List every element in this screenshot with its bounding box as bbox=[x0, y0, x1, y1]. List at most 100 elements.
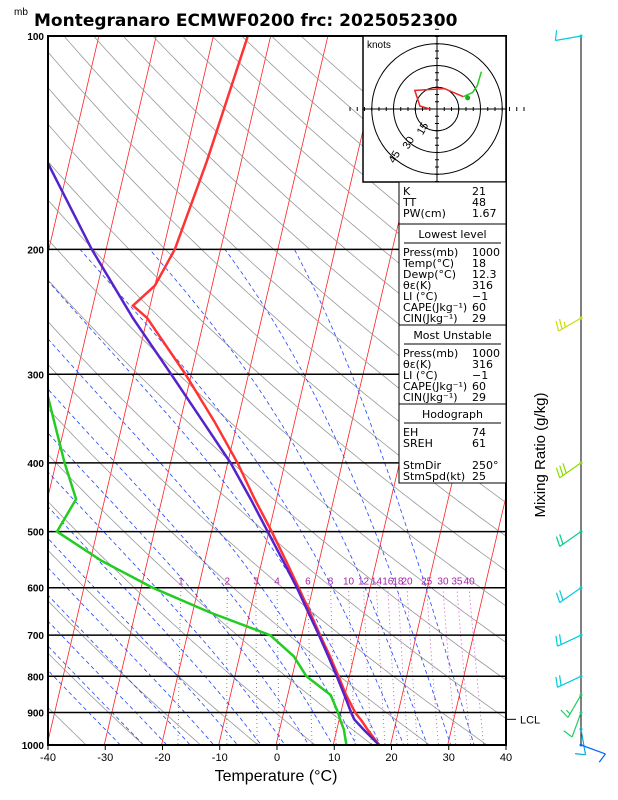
temperature-tick-label: 30 bbox=[443, 752, 455, 764]
section-header: Hodograph bbox=[422, 408, 483, 421]
hodograph-stats-box bbox=[398, 403, 507, 484]
stat-value: 61 bbox=[472, 437, 486, 450]
temperature-profile-line bbox=[131, 36, 381, 745]
stat-label: CIN(Jkg⁻¹) bbox=[403, 312, 458, 325]
moist-adiabat-line bbox=[48, 432, 310, 745]
mixing-ratio-label: 1 bbox=[178, 577, 184, 588]
hodograph-ring-label: 30 bbox=[401, 135, 418, 152]
stat-value: 18 bbox=[472, 257, 486, 270]
storm-motion-marker bbox=[465, 95, 471, 101]
hodograph-ring bbox=[414, 86, 460, 132]
stat-value: −1 bbox=[472, 290, 488, 303]
most-unstable-box bbox=[398, 324, 507, 405]
temperature-tick-labels: -40 -30 -20 -10 0 10 20 30 40 bbox=[40, 745, 512, 764]
wind-barb-base bbox=[579, 674, 583, 678]
stat-label: Press(mb) bbox=[403, 347, 458, 360]
pressure-tick-label: 900 bbox=[27, 709, 44, 720]
hodograph-trace-high bbox=[462, 71, 483, 98]
pressure-tick-label: 700 bbox=[27, 631, 44, 642]
wind-barb-flag bbox=[558, 318, 563, 330]
mixing-ratio-label: 35 bbox=[451, 577, 463, 588]
mixing-ratio-label: 10 bbox=[343, 577, 355, 588]
mixing-ratio-label: 2 bbox=[225, 577, 231, 588]
dry-adiabat-line bbox=[48, 87, 506, 504]
stat-label: StmDir bbox=[403, 459, 442, 472]
stat-label: TT bbox=[402, 196, 417, 209]
wind-barb-flag bbox=[558, 634, 562, 645]
temperature-tick-label: 40 bbox=[500, 752, 512, 764]
hodograph-unit: knots bbox=[367, 40, 391, 51]
temperature-tick-label: 10 bbox=[328, 752, 340, 764]
stat-value: 1000 bbox=[472, 347, 500, 360]
wind-barb bbox=[555, 461, 583, 479]
stat-value: 29 bbox=[472, 312, 486, 325]
mixing-ratio-label: 8 bbox=[328, 577, 334, 588]
stat-value: 1000 bbox=[472, 246, 500, 259]
mixing-ratio-line bbox=[468, 587, 485, 745]
lowest-level-box bbox=[398, 223, 507, 326]
mixing-ratio-line bbox=[426, 587, 439, 745]
dry-adiabat-line bbox=[48, 408, 431, 745]
pressure-tick-label: 600 bbox=[27, 584, 44, 595]
mixing-ratio-label: 16 bbox=[382, 577, 394, 588]
section-header: Most Unstable bbox=[413, 329, 492, 342]
isotherm-line bbox=[504, 739, 506, 745]
wind-barb-shaft bbox=[580, 744, 606, 755]
dry-adiabat-line bbox=[93, 36, 506, 408]
wind-barb bbox=[579, 743, 606, 763]
pressure-tick-label: 500 bbox=[27, 528, 44, 539]
moist-adiabat-line bbox=[48, 537, 238, 745]
mixing-ratio-line bbox=[276, 587, 280, 745]
mixing-ratio-line bbox=[387, 587, 398, 745]
chart-title: Montegranaro ECMWF0200 frc: 2025052300 bbox=[34, 11, 458, 31]
wind-barb-base bbox=[579, 633, 583, 637]
thermo-background bbox=[48, 36, 506, 745]
stat-label: Temp(°C) bbox=[402, 257, 454, 270]
pressure-tick-label: 100 bbox=[27, 32, 44, 43]
hodograph-ring-label: 15 bbox=[415, 121, 432, 138]
wind-barb-shaft bbox=[555, 35, 582, 42]
wind-barb-base bbox=[579, 34, 583, 38]
mixing-ratio-line bbox=[456, 587, 472, 745]
wind-barb-flag bbox=[555, 467, 561, 478]
stat-value: 21 bbox=[472, 185, 486, 198]
mixing-ratio-label: 4 bbox=[274, 577, 280, 588]
wind-barb-shaft bbox=[571, 712, 582, 738]
wind-barb-base bbox=[579, 316, 583, 320]
mixing-ratio-label: 6 bbox=[305, 577, 311, 588]
stat-label: CAPE(Jkg⁻¹) bbox=[403, 380, 467, 393]
dry-adiabat-line bbox=[48, 500, 316, 745]
wind-barb bbox=[575, 727, 587, 756]
parcel-profile-line bbox=[48, 160, 380, 745]
mixing-ratio-line bbox=[226, 587, 228, 745]
stats-panel: K 21 TT 48 PW(cm) 1.67 Lowest level Press(mb) 10… bbox=[398, 181, 507, 484]
wind-barb-flag bbox=[555, 320, 560, 332]
wind-barb-half bbox=[563, 321, 566, 328]
isotherm-line bbox=[447, 495, 506, 745]
mixing-ratio-label: 25 bbox=[421, 577, 433, 588]
stat-value: 48 bbox=[472, 196, 486, 209]
stat-value: 1.67 bbox=[472, 207, 497, 220]
pressure-tick-labels: 100 200 300 400 500 600 700 800 900 1000 bbox=[22, 32, 45, 752]
stat-label: CIN(Jkg⁻¹) bbox=[403, 391, 458, 404]
wind-barb bbox=[555, 530, 583, 547]
dry-adiabat-line bbox=[48, 160, 506, 572]
wind-barb-flag bbox=[559, 465, 564, 476]
dry-adiabat-line bbox=[48, 363, 488, 745]
wind-barb-shaft bbox=[559, 462, 582, 479]
dry-adiabat-line bbox=[48, 279, 506, 681]
mixing-ratio-line bbox=[348, 587, 356, 745]
wind-barb-flag bbox=[563, 730, 573, 738]
wind-profile bbox=[554, 30, 606, 763]
dry-adiabat-line bbox=[48, 706, 87, 745]
wind-barb-shaft bbox=[580, 729, 587, 755]
mixing-ratio-line bbox=[255, 587, 258, 745]
dry-adiabat-line bbox=[48, 549, 259, 745]
wind-barb-base bbox=[579, 711, 583, 715]
mixing-ratio-label: 3 bbox=[253, 577, 259, 588]
wind-barb bbox=[555, 586, 583, 604]
moist-adiabat-line bbox=[48, 388, 334, 745]
dewpoint-profile-line bbox=[48, 391, 348, 745]
